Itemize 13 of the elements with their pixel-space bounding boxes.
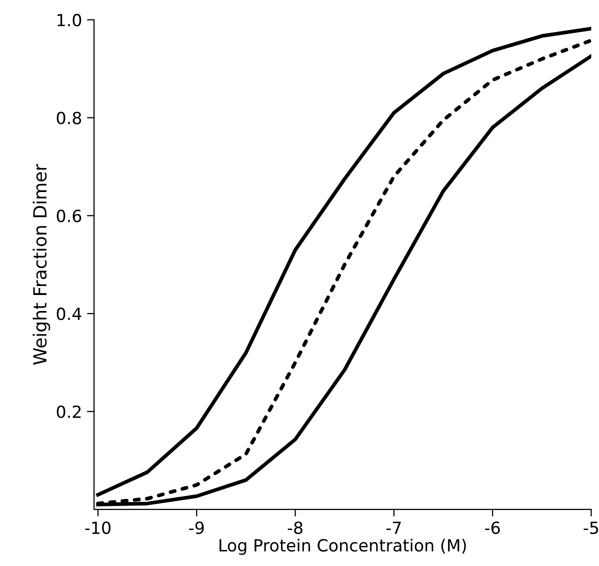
y-tick-label: 1.0 — [58, 14, 82, 26]
x-tick-label: -7 — [386, 522, 401, 534]
y-tick-label: 0.8 — [56, 112, 82, 124]
x-tick-label: -6 — [485, 522, 500, 534]
x-tick-label: -10 — [85, 522, 110, 534]
y-axis-title: Weight Fraction Dimer — [32, 164, 50, 365]
x-tick-label: -8 — [288, 522, 302, 534]
y-tick-label: 0.6 — [56, 210, 82, 222]
x-tick-label: -9 — [189, 522, 204, 534]
x-axis-title: Log Protein Concentration (M) — [220, 538, 466, 555]
x-tick-label: -5 — [584, 522, 598, 534]
y-tick-label: 0.2 — [56, 405, 81, 418]
y-tick-label: 0.4 — [56, 308, 82, 320]
